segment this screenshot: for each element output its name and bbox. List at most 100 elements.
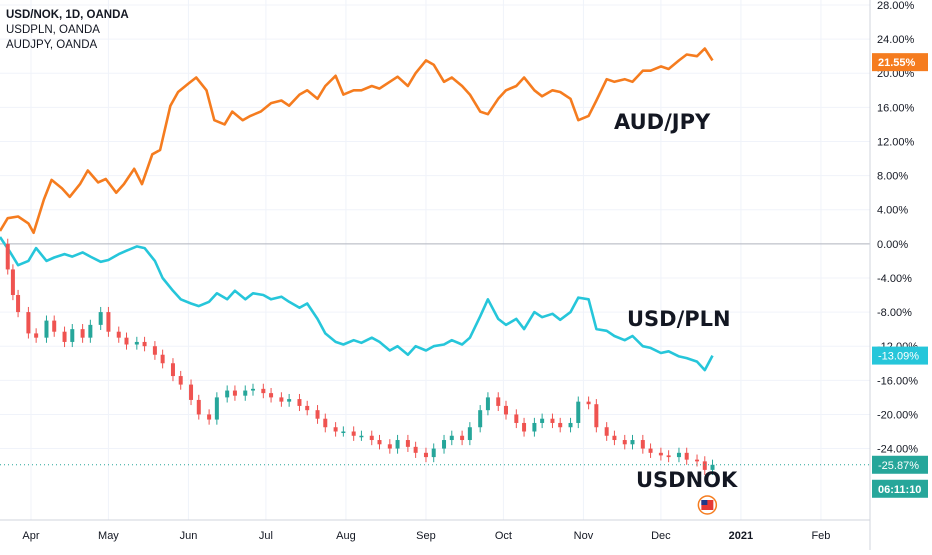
- candle-body: [478, 410, 483, 428]
- candle-body: [333, 427, 338, 432]
- candle-body: [503, 405, 508, 415]
- candle-body: [88, 324, 93, 338]
- y-tick-label: 24.00%: [877, 34, 915, 46]
- x-tick-label: Dec: [651, 530, 671, 542]
- candle-body: [395, 440, 400, 449]
- candle-body: [550, 418, 555, 423]
- candle-body: [152, 346, 157, 355]
- candle-body: [196, 399, 201, 415]
- y-tick-label: -8.00%: [877, 307, 912, 319]
- y-tick-label: 16.00%: [877, 102, 915, 114]
- candle-body: [261, 388, 266, 394]
- candle-body: [514, 414, 519, 423]
- candle-body: [648, 448, 653, 453]
- candle-body: [10, 269, 15, 296]
- candle-body: [377, 440, 382, 445]
- candle-body: [98, 312, 103, 325]
- candle-body: [630, 440, 635, 445]
- candle-body: [106, 312, 111, 332]
- annotation-usdnok: USDNOK: [636, 468, 738, 492]
- x-tick-label: Apr: [22, 530, 39, 542]
- candle-body: [26, 312, 31, 334]
- candle-body: [170, 363, 175, 377]
- candle-body: [80, 329, 85, 338]
- candle-body: [214, 397, 219, 420]
- candle-body: [315, 410, 320, 419]
- price-badge-audjpy-box: [872, 53, 928, 72]
- candle-body: [225, 390, 230, 398]
- legend-usdpln[interactable]: USDPLN, OANDA: [6, 24, 100, 36]
- price-badge-audjpy: 21.55%: [878, 57, 916, 69]
- candle-body: [5, 243, 10, 270]
- y-tick-label: -16.00%: [877, 375, 918, 387]
- candle-body: [44, 320, 49, 338]
- candle-body: [232, 390, 237, 396]
- annotation-audjpy: AUD/JPY: [614, 110, 711, 134]
- candle-body: [124, 337, 129, 345]
- candle-body: [387, 444, 392, 449]
- candle-body: [269, 393, 274, 398]
- candle-body: [279, 397, 284, 402]
- candle-body: [287, 399, 292, 402]
- candle-body: [178, 376, 183, 385]
- price-badge-usdnok-box: [872, 455, 928, 474]
- candle-body: [142, 341, 147, 347]
- x-tick-label: Jul: [259, 530, 273, 542]
- y-tick-label: -20.00%: [877, 409, 918, 421]
- candle-body: [612, 435, 617, 441]
- price-badge-usdpln-box: [872, 346, 928, 365]
- candle-body: [702, 461, 707, 470]
- candle-body: [522, 422, 527, 432]
- candle-body: [540, 418, 545, 423]
- candle-body: [16, 295, 21, 313]
- x-tick-label: Sep: [416, 530, 436, 542]
- candle-body: [710, 464, 715, 470]
- candle-body: [116, 331, 121, 338]
- y-tick-label: -4.00%: [877, 273, 912, 285]
- price-badge-usdpln: -13.09%: [878, 351, 919, 363]
- y-tick-label: 12.00%: [877, 136, 915, 148]
- series-line-audjpy: [0, 47, 714, 235]
- candle-body: [52, 320, 57, 332]
- legend-title[interactable]: USD/NOK, 1D, OANDA: [6, 9, 129, 21]
- candle-body: [640, 440, 645, 449]
- legend-audjpy[interactable]: AUDJPY, OANDA: [6, 39, 98, 51]
- x-tick-label: Oct: [495, 530, 512, 542]
- x-tick-label: 2021: [729, 530, 753, 542]
- candle-body: [413, 446, 418, 453]
- y-tick-label: 4.00%: [877, 205, 908, 217]
- series-line-usdpln: [0, 236, 714, 372]
- candle-body: [305, 405, 310, 411]
- candle-body: [485, 397, 490, 411]
- candle-body: [423, 452, 428, 458]
- event-flag-canton: [701, 500, 708, 505]
- x-tick-label: Nov: [574, 530, 594, 542]
- candle-body: [431, 448, 436, 458]
- candle-body: [250, 388, 255, 391]
- candle-body: [496, 397, 501, 406]
- price-badge-usdnok: -25.87%: [878, 460, 919, 472]
- candle-body: [684, 452, 689, 460]
- candle-body: [70, 329, 75, 342]
- x-tick-label: May: [98, 530, 119, 542]
- candle-body: [323, 418, 328, 428]
- legend: USD/NOK, 1D, OANDA USDPLN, OANDA AUDJPY,…: [6, 8, 129, 53]
- y-tick-label: 28.00%: [877, 0, 915, 12]
- y-tick-label: 0.00%: [877, 239, 908, 251]
- candle-body: [189, 384, 194, 400]
- candle-body: [341, 431, 346, 433]
- candle-body: [676, 452, 681, 458]
- candle-body: [568, 422, 573, 428]
- annotation-usdpln: USD/PLN: [627, 307, 731, 331]
- candle-body: [405, 440, 410, 447]
- candle-body: [594, 404, 599, 428]
- candle-body: [449, 435, 454, 441]
- candle-body: [460, 435, 465, 441]
- candle-body: [160, 354, 165, 364]
- x-tick-label: Aug: [336, 530, 356, 542]
- countdown-label: 06:11:10: [878, 484, 921, 496]
- candle-body: [622, 440, 627, 445]
